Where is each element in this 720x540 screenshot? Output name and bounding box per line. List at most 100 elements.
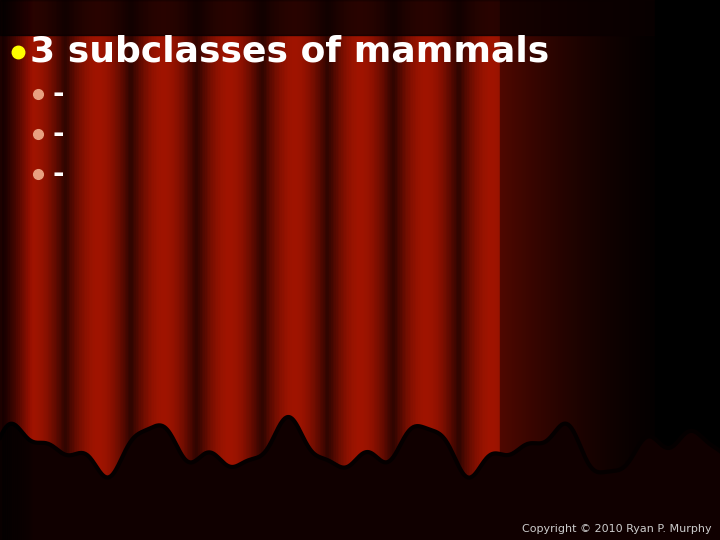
Bar [356,0,359,480]
Bar [262,0,265,480]
Bar [618,0,620,540]
Bar [212,0,214,480]
Bar [37,0,40,480]
Bar [377,0,379,480]
Bar [542,0,545,480]
Bar [643,0,645,540]
Bar [534,0,536,540]
Bar [5,0,7,480]
Bar [531,0,534,480]
Bar [123,0,125,480]
Bar [6,0,9,540]
Bar [571,0,573,540]
Bar [674,0,676,540]
Bar [243,0,246,480]
Bar [538,0,540,540]
Bar [303,0,306,480]
Bar [297,0,300,480]
Bar [551,0,553,480]
Bar [573,0,575,540]
Bar [508,0,510,540]
Bar [685,0,687,540]
Bar [220,0,222,480]
Bar [511,0,513,540]
Bar [697,0,699,540]
Bar [186,0,189,480]
Bar [679,0,681,540]
Bar [583,0,585,540]
Bar [588,0,590,540]
Bar [641,0,643,540]
Bar [253,0,255,480]
Bar [555,0,557,540]
Bar [292,0,294,480]
Bar [420,0,422,480]
Bar [693,0,695,540]
Bar [517,0,519,540]
Bar [403,0,406,480]
Bar [470,0,473,480]
Bar [664,0,666,540]
Bar [519,0,521,540]
Bar [64,0,66,480]
Bar [239,0,242,480]
Bar [146,0,148,480]
Bar [698,0,700,540]
Bar [530,0,532,540]
Bar [673,0,675,540]
Bar [426,0,428,480]
Bar [24,0,27,480]
Bar [269,0,271,480]
Bar [546,0,548,540]
Bar [564,0,567,480]
Bar [271,0,273,480]
Bar [320,0,323,480]
Bar [684,0,686,540]
Bar [516,0,519,480]
Bar [544,0,546,480]
Bar [536,0,539,480]
Bar [95,0,98,480]
Bar [678,0,680,540]
Bar [464,0,467,480]
Bar [495,0,498,480]
Bar [497,0,499,480]
Bar [479,0,481,480]
Bar [502,0,504,540]
Bar [661,0,663,540]
Bar [585,0,587,540]
Bar [67,0,70,480]
Bar [405,0,408,480]
Bar [33,0,35,480]
Bar [635,0,637,540]
Bar [666,0,668,540]
Bar [279,0,282,480]
Bar [23,0,26,480]
Bar [434,0,437,480]
Bar [564,0,566,540]
Bar [680,0,682,540]
Bar [690,0,692,540]
Bar [81,0,83,480]
Bar [71,0,73,480]
Bar [8,0,11,480]
Bar [159,0,161,480]
Bar [235,0,237,480]
Bar [554,0,557,480]
Bar [557,0,559,540]
Bar [537,0,539,540]
Bar [105,0,107,480]
Bar [655,0,720,540]
Bar [275,0,278,480]
Bar [16,0,19,540]
Bar [607,0,609,540]
Bar [31,0,34,480]
Bar [26,0,29,540]
Bar [156,0,158,480]
Bar [410,0,413,480]
Bar [392,0,395,480]
Bar [10,0,12,480]
Bar [672,0,674,540]
Bar [449,0,451,480]
Bar [397,0,400,480]
